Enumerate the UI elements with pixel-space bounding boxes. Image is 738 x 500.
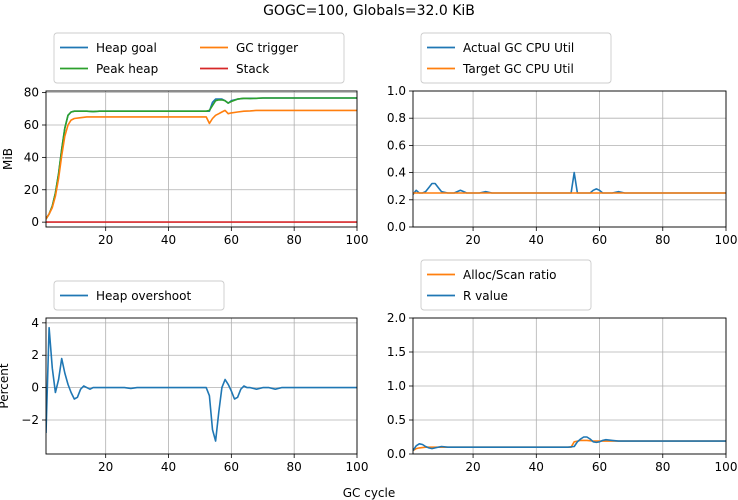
shared-x-axis-label: GC cycle	[343, 486, 396, 500]
heap-y-axis-label: MiB	[1, 148, 15, 170]
panel-overshoot: 20 40 60 80 100 −2 0 2 4 Percent Heap overshoot	[0, 280, 369, 474]
legend-label: Target GC CPU Util	[462, 62, 574, 76]
overshoot-x-tick-label: 20	[98, 460, 113, 474]
heap-x-tick-label: 80	[287, 233, 302, 247]
series-line-alloc-scan-ratio	[413, 439, 726, 452]
legend-label: R value	[463, 289, 508, 303]
cpu-series-group	[413, 171, 726, 195]
ratio-x-tick-label: 80	[655, 460, 670, 474]
cpu-grid	[413, 90, 727, 228]
overshoot-x-tick-label: 100	[346, 460, 369, 474]
heap-legend-box	[53, 32, 345, 84]
ratio-series-group	[413, 436, 726, 452]
overshoot-y-tick-label: −2	[21, 413, 39, 427]
series-line-peak-heap	[46, 97, 357, 220]
ratio-x-tick-label: 20	[465, 460, 480, 474]
ratio-x-tick-label: 100	[715, 460, 738, 474]
ratio-x-tick-label: 60	[592, 460, 607, 474]
overshoot-x-tick-label: 40	[161, 460, 176, 474]
overshoot-legend-box	[53, 280, 225, 311]
heap-legend: Heap goal Peak heap GC trigger Stack	[53, 32, 345, 84]
cpu-y-tick-label: 0.8	[387, 111, 406, 125]
heap-x-tick-label: 40	[161, 233, 176, 247]
ratio-y-tick-label: 2.0	[387, 311, 406, 325]
series-line-actual-gc-cpu-util	[413, 171, 726, 195]
heap-y-tick-label: 60	[24, 118, 39, 132]
figure-title: GOGC=100, Globals=32.0 KiB	[263, 3, 475, 19]
cpu-legend-box	[420, 32, 612, 84]
cpu-y-tick-label: 0.0	[387, 220, 406, 234]
overshoot-y-tick-label: 4	[31, 316, 39, 330]
cpu-x-tick-label: 20	[465, 233, 480, 247]
legend-label: Heap overshoot	[96, 289, 191, 303]
series-line-gc-trigger	[46, 109, 357, 220]
heap-x-tick-label: 100	[346, 233, 369, 247]
overshoot-series-group	[46, 326, 357, 442]
cpu-x-tick-label: 60	[592, 233, 607, 247]
panel-heap: 20 40 60 80 100 0 20 40 60 80 MiB Heap goal Peak hea…	[1, 32, 369, 247]
overshoot-x-tick-label: 80	[287, 460, 302, 474]
heap-y-tick-label: 20	[24, 183, 39, 197]
heap-y-tick-label: 40	[24, 150, 39, 164]
cpu-y-tick-label: 1.0	[387, 84, 406, 98]
legend-label: GC trigger	[236, 41, 298, 55]
overshoot-axes-frame	[45, 317, 358, 455]
ratio-grid	[413, 317, 727, 455]
cpu-legend: Actual GC CPU Util Target GC CPU Util	[420, 32, 612, 84]
overshoot-y-tick-label: 0	[31, 381, 39, 395]
ratio-legend: Alloc/Scan ratio R value	[420, 259, 592, 311]
ratio-y-tick-label: 0.5	[387, 413, 406, 427]
overshoot-grid	[46, 318, 358, 454]
cpu-axes-frame	[412, 90, 727, 228]
legend-label: Peak heap	[96, 62, 158, 76]
legend-label: Heap goal	[96, 41, 157, 55]
cpu-x-tick-label: 40	[529, 233, 544, 247]
overshoot-y-tick-label: 2	[31, 348, 39, 362]
ratio-x-tick-label: 40	[529, 460, 544, 474]
heap-series-group	[46, 97, 357, 223]
heap-y-tick-label: 80	[24, 86, 39, 100]
cpu-x-tick-label: 100	[715, 233, 738, 247]
heap-y-tick-label: 0	[31, 215, 39, 229]
heap-x-tick-label: 60	[224, 233, 239, 247]
ratio-y-tick-label: 0.0	[387, 447, 406, 461]
cpu-y-tick-label: 0.4	[387, 166, 406, 180]
overshoot-legend: Heap overshoot	[53, 280, 225, 311]
overshoot-x-tick-label: 60	[224, 460, 239, 474]
panel-ratio: 20 40 60 80 100 0.0 0.5 1.0 1.5 2.0 Alloc/Scan rat…	[387, 259, 738, 474]
ratio-legend-box	[420, 259, 592, 311]
cpu-y-tick-label: 0.2	[387, 193, 406, 207]
legend-label: Actual GC CPU Util	[463, 41, 574, 55]
cpu-y-tick-label: 0.6	[387, 138, 406, 152]
legend-label: Stack	[236, 62, 269, 76]
heap-x-tick-label: 20	[98, 233, 113, 247]
heap-axes-frame	[45, 90, 358, 228]
cpu-x-tick-label: 80	[655, 233, 670, 247]
panel-cpu: 20 40 60 80 100 0.0 0.2 0.4 0.6 0.8 1.0 Actual GC C…	[387, 32, 738, 247]
overshoot-y-axis-label: Percent	[0, 363, 11, 408]
legend-label: Alloc/Scan ratio	[463, 268, 557, 282]
series-line-r-value	[413, 436, 726, 452]
series-line-heap-overshoot	[46, 326, 357, 442]
ratio-y-tick-label: 1.5	[387, 345, 406, 359]
ratio-y-tick-label: 1.0	[387, 379, 406, 393]
